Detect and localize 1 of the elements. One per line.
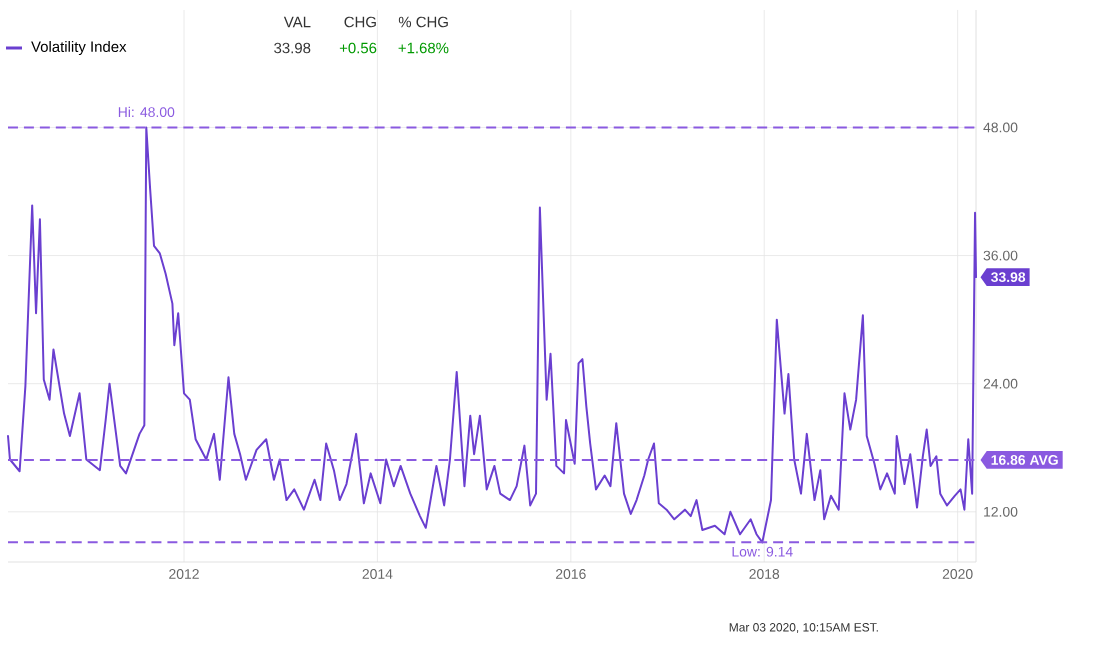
line-series	[7, 126, 978, 544]
